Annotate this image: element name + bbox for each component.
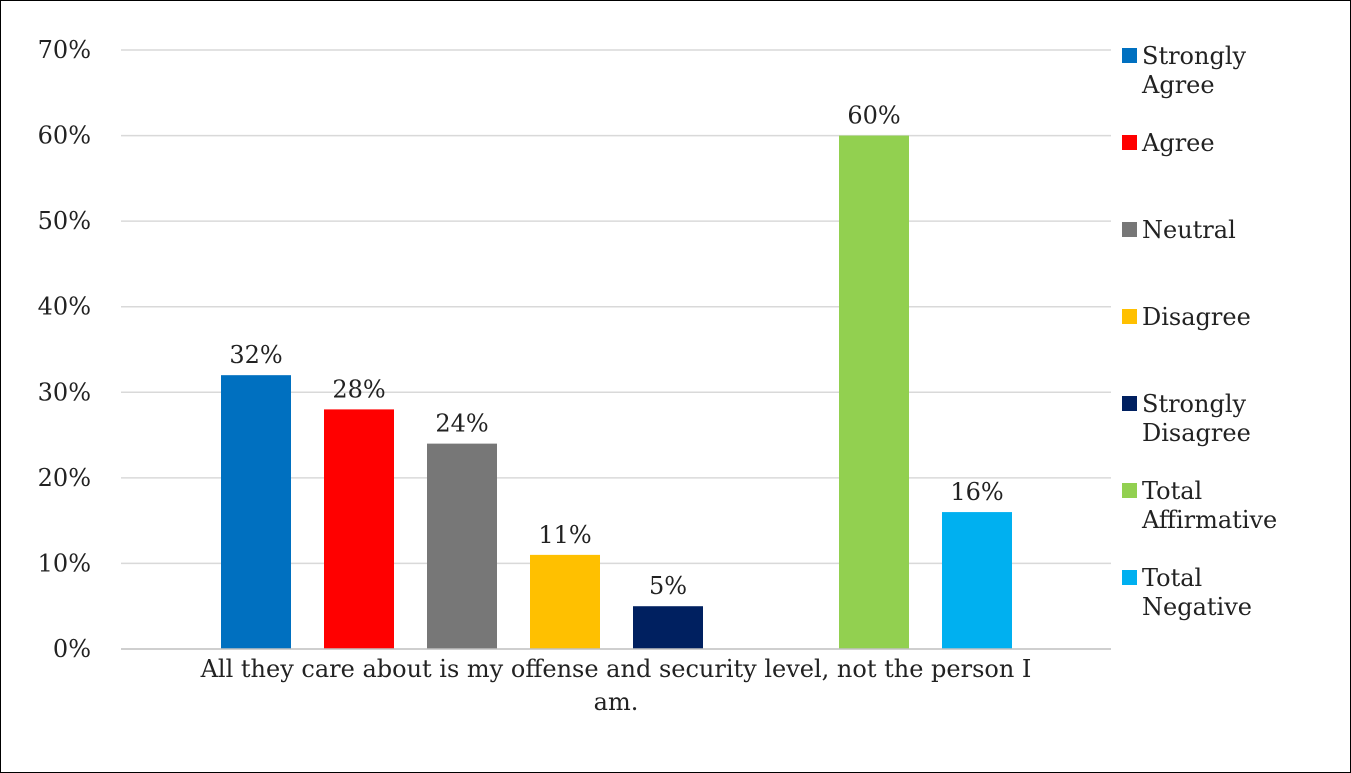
data-label-strongly-disagree: 5% bbox=[649, 572, 687, 600]
bar-agree bbox=[324, 409, 394, 649]
legend-label-agree-line-1: Agree bbox=[1141, 129, 1215, 157]
bar-strongly-disagree bbox=[633, 606, 703, 649]
y-tick-label-20: 20% bbox=[38, 464, 91, 492]
y-tick-label-30: 30% bbox=[38, 378, 91, 406]
legend-item-agree: Agree bbox=[1122, 129, 1215, 157]
bar-total-affirmative bbox=[839, 135, 909, 650]
legend-label-total-negative-line-2: Negative bbox=[1142, 593, 1252, 621]
category-label-line-1: All they care about is my offense and se… bbox=[200, 655, 1032, 683]
legend-label-strongly-agree-line-1: Strongly bbox=[1142, 42, 1247, 70]
legend-label-total-affirmative-line-2: Affirmative bbox=[1141, 506, 1277, 534]
bars bbox=[221, 135, 1012, 650]
bar-strongly-agree bbox=[221, 375, 291, 649]
legend-swatch-strongly-disagree bbox=[1122, 396, 1137, 411]
legend: StronglyAgreeAgreeNeutralDisagreeStrongl… bbox=[1122, 42, 1277, 621]
legend-label-neutral-line-1: Neutral bbox=[1142, 216, 1236, 244]
bar-neutral bbox=[427, 443, 497, 649]
y-tick-label-40: 40% bbox=[38, 293, 91, 321]
y-tick-label-50: 50% bbox=[38, 207, 91, 235]
legend-label-total-negative-line-1: Total bbox=[1142, 564, 1202, 592]
category-label-line-2: am. bbox=[594, 688, 639, 716]
legend-item-disagree: Disagree bbox=[1122, 303, 1251, 331]
bar-disagree bbox=[530, 554, 600, 649]
legend-swatch-total-negative bbox=[1122, 570, 1137, 585]
data-label-total-affirmative: 60% bbox=[847, 102, 900, 130]
y-tick-label-60: 60% bbox=[38, 122, 91, 150]
legend-swatch-strongly-agree bbox=[1122, 48, 1137, 63]
data-label-disagree: 11% bbox=[538, 521, 591, 549]
y-tick-label-70: 70% bbox=[38, 36, 91, 64]
y-tick-label-10: 10% bbox=[38, 549, 91, 577]
data-label-total-negative: 16% bbox=[950, 478, 1003, 506]
legend-swatch-disagree bbox=[1122, 309, 1137, 324]
legend-label-strongly-disagree-line-2: Disagree bbox=[1142, 419, 1251, 447]
data-label-agree: 28% bbox=[332, 375, 385, 403]
legend-label-total-affirmative-line-1: Total bbox=[1142, 477, 1202, 505]
legend-swatch-total-affirmative bbox=[1122, 483, 1137, 498]
category-label: All they care about is my offense and se… bbox=[200, 655, 1032, 716]
y-axis-tick-labels: 0% 10% 20% 30% 40% 50% 60% 70% bbox=[38, 36, 91, 663]
y-tick-label-0: 0% bbox=[53, 635, 91, 663]
legend-swatch-neutral bbox=[1122, 222, 1137, 237]
legend-label-disagree-line-1: Disagree bbox=[1142, 303, 1251, 331]
bar-total-negative bbox=[942, 512, 1012, 649]
legend-label-strongly-agree-line-2: Agree bbox=[1141, 71, 1215, 99]
legend-swatch-agree bbox=[1122, 135, 1137, 150]
legend-label-strongly-disagree-line-1: Strongly bbox=[1142, 390, 1247, 418]
data-label-neutral: 24% bbox=[435, 410, 488, 438]
data-labels: 32% 28% 24% 11% 5% 60% 16% bbox=[229, 102, 1003, 601]
data-label-strongly-agree: 32% bbox=[229, 341, 282, 369]
legend-item-neutral: Neutral bbox=[1122, 216, 1236, 244]
